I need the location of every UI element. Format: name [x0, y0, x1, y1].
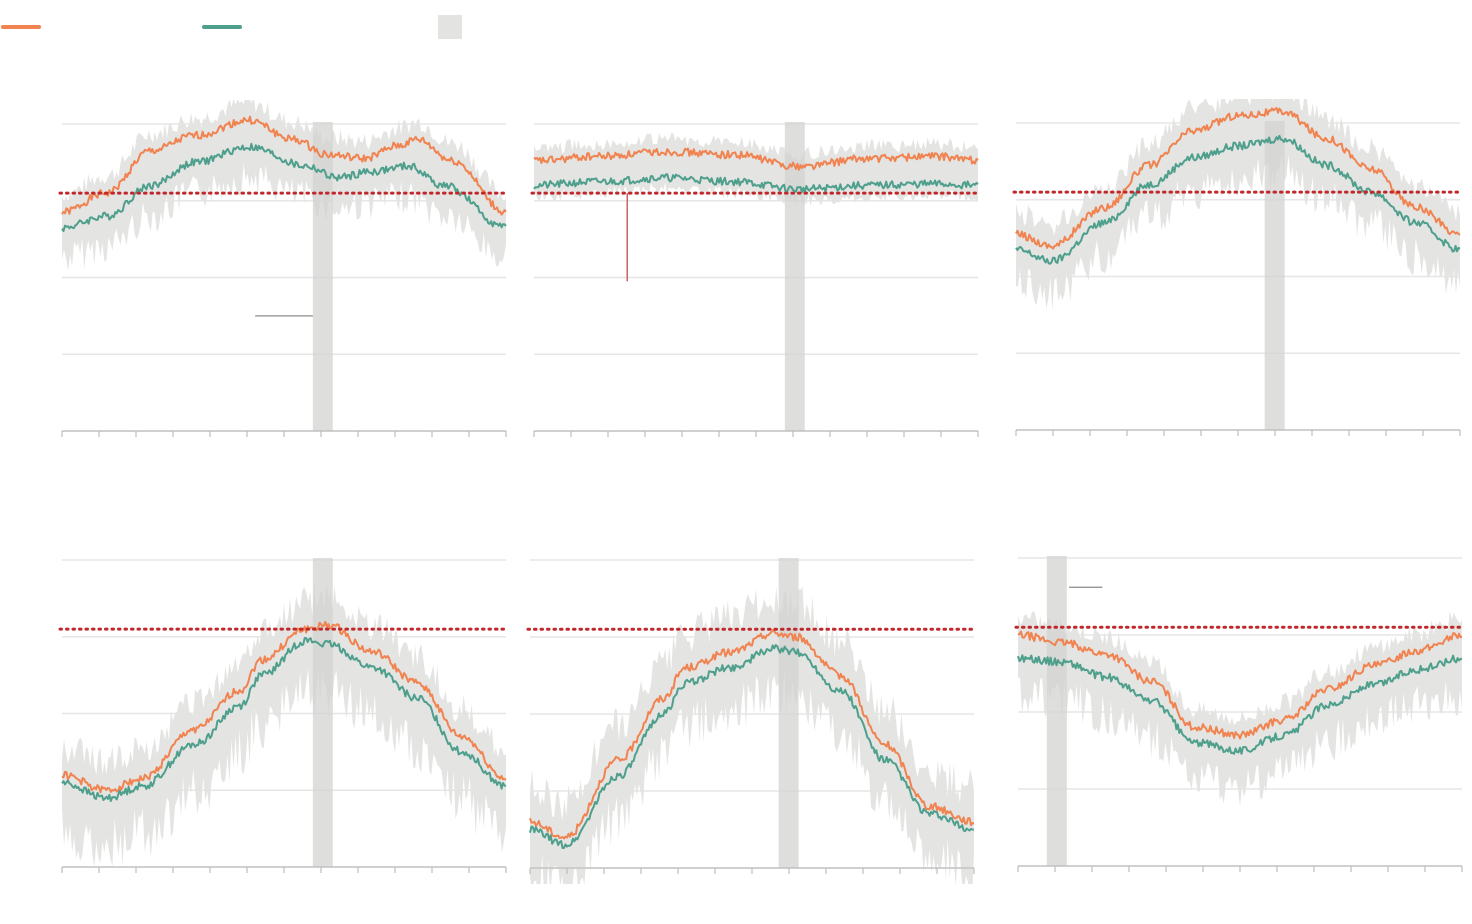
- series-line-2: [61, 142, 507, 232]
- chart-svg-2: [530, 122, 982, 437]
- chart-svg-4: [58, 558, 510, 873]
- uncertainty-band: [1018, 610, 1462, 807]
- series-line-1: [1017, 630, 1463, 740]
- series-line-1: [61, 620, 507, 794]
- chart-panel-3: [1010, 99, 1466, 446]
- series-line-2: [1017, 654, 1463, 755]
- highlight-period: [312, 122, 333, 431]
- series-line-1: [61, 115, 507, 216]
- legend: [1, 15, 462, 39]
- highlight-period: [1046, 556, 1067, 866]
- uncertainty-band: [534, 132, 978, 207]
- highlight-period: [784, 122, 805, 431]
- series-line-1: [529, 629, 975, 840]
- chart-svg-3: [1012, 99, 1464, 436]
- chart-svg-6: [1014, 556, 1466, 872]
- chart-panel-1: [56, 100, 512, 447]
- legend-swatch-3: [438, 15, 462, 39]
- uncertainty-band: [1016, 99, 1460, 311]
- uncertainty-band: [530, 585, 974, 884]
- series-line-1: [1015, 107, 1461, 250]
- series-line-2: [533, 173, 979, 194]
- chart-panel-2: [528, 100, 984, 447]
- series-line-2: [529, 644, 975, 849]
- chart-panel-6: [1012, 534, 1468, 882]
- highlight-period: [312, 558, 333, 867]
- chart-svg-5: [526, 558, 978, 884]
- highlight-period: [778, 558, 799, 868]
- highlight-period: [1264, 121, 1285, 430]
- chart-panel-5: [524, 536, 980, 884]
- chart-svg-1: [58, 100, 510, 437]
- series-line-2: [1015, 134, 1461, 265]
- series-line-2: [61, 637, 507, 802]
- chart-panel-4: [56, 536, 512, 883]
- series-line-1: [533, 147, 979, 171]
- uncertainty-band: [62, 583, 506, 869]
